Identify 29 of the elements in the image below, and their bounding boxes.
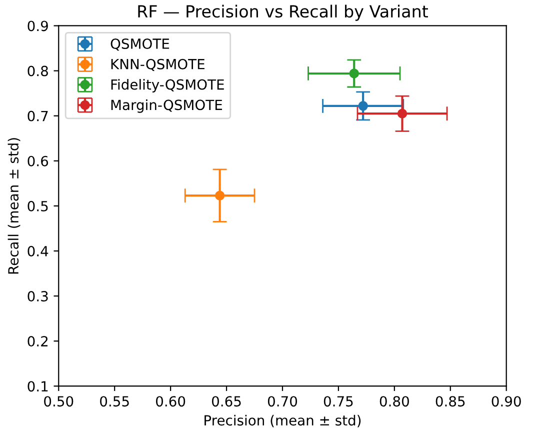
point	[349, 68, 359, 78]
x-tick-label: 0.55	[100, 396, 129, 407]
x-axis-title: Precision (mean ± std)	[204, 414, 361, 428]
y-tick-label: 0.5	[28, 200, 48, 212]
y-tick-label: 0.3	[28, 290, 48, 302]
legend-label: Fidelity-QSMOTE	[111, 79, 224, 92]
y-tick-label: 0.7	[28, 110, 48, 122]
x-tick-label: 0.75	[324, 396, 353, 407]
x-tick-label: 0.85	[436, 396, 465, 407]
point	[397, 108, 408, 118]
legend-label: QSMOTE	[110, 38, 170, 51]
point	[214, 190, 225, 200]
x-tick-label: 0.90	[492, 396, 521, 407]
legend-label: Margin-QSMOTE	[111, 99, 222, 113]
x-tick-label: 0.65	[212, 396, 241, 407]
y-tick-label: 0.4	[28, 246, 48, 256]
point	[358, 101, 368, 111]
y-tick-label: 0.6	[28, 156, 48, 166]
y-tick-label: 0.1	[28, 381, 48, 392]
y-axis-title: Recall (mean ± std)	[8, 138, 20, 274]
legend-label: KNN-QSMOTE	[111, 58, 204, 71]
x-tick-label: 0.80	[380, 396, 409, 407]
x-tick-label: 0.50	[44, 396, 74, 407]
y-tick-label: 0.8	[28, 66, 48, 76]
x-tick-label: 0.60	[156, 396, 186, 407]
chart-title: RF — Precision vs Recall by Variant	[138, 4, 428, 21]
y-tick-label: 0.2	[28, 336, 48, 347]
y-tick-label: 0.9	[28, 20, 48, 32]
x-tick-label: 0.70	[268, 396, 298, 407]
